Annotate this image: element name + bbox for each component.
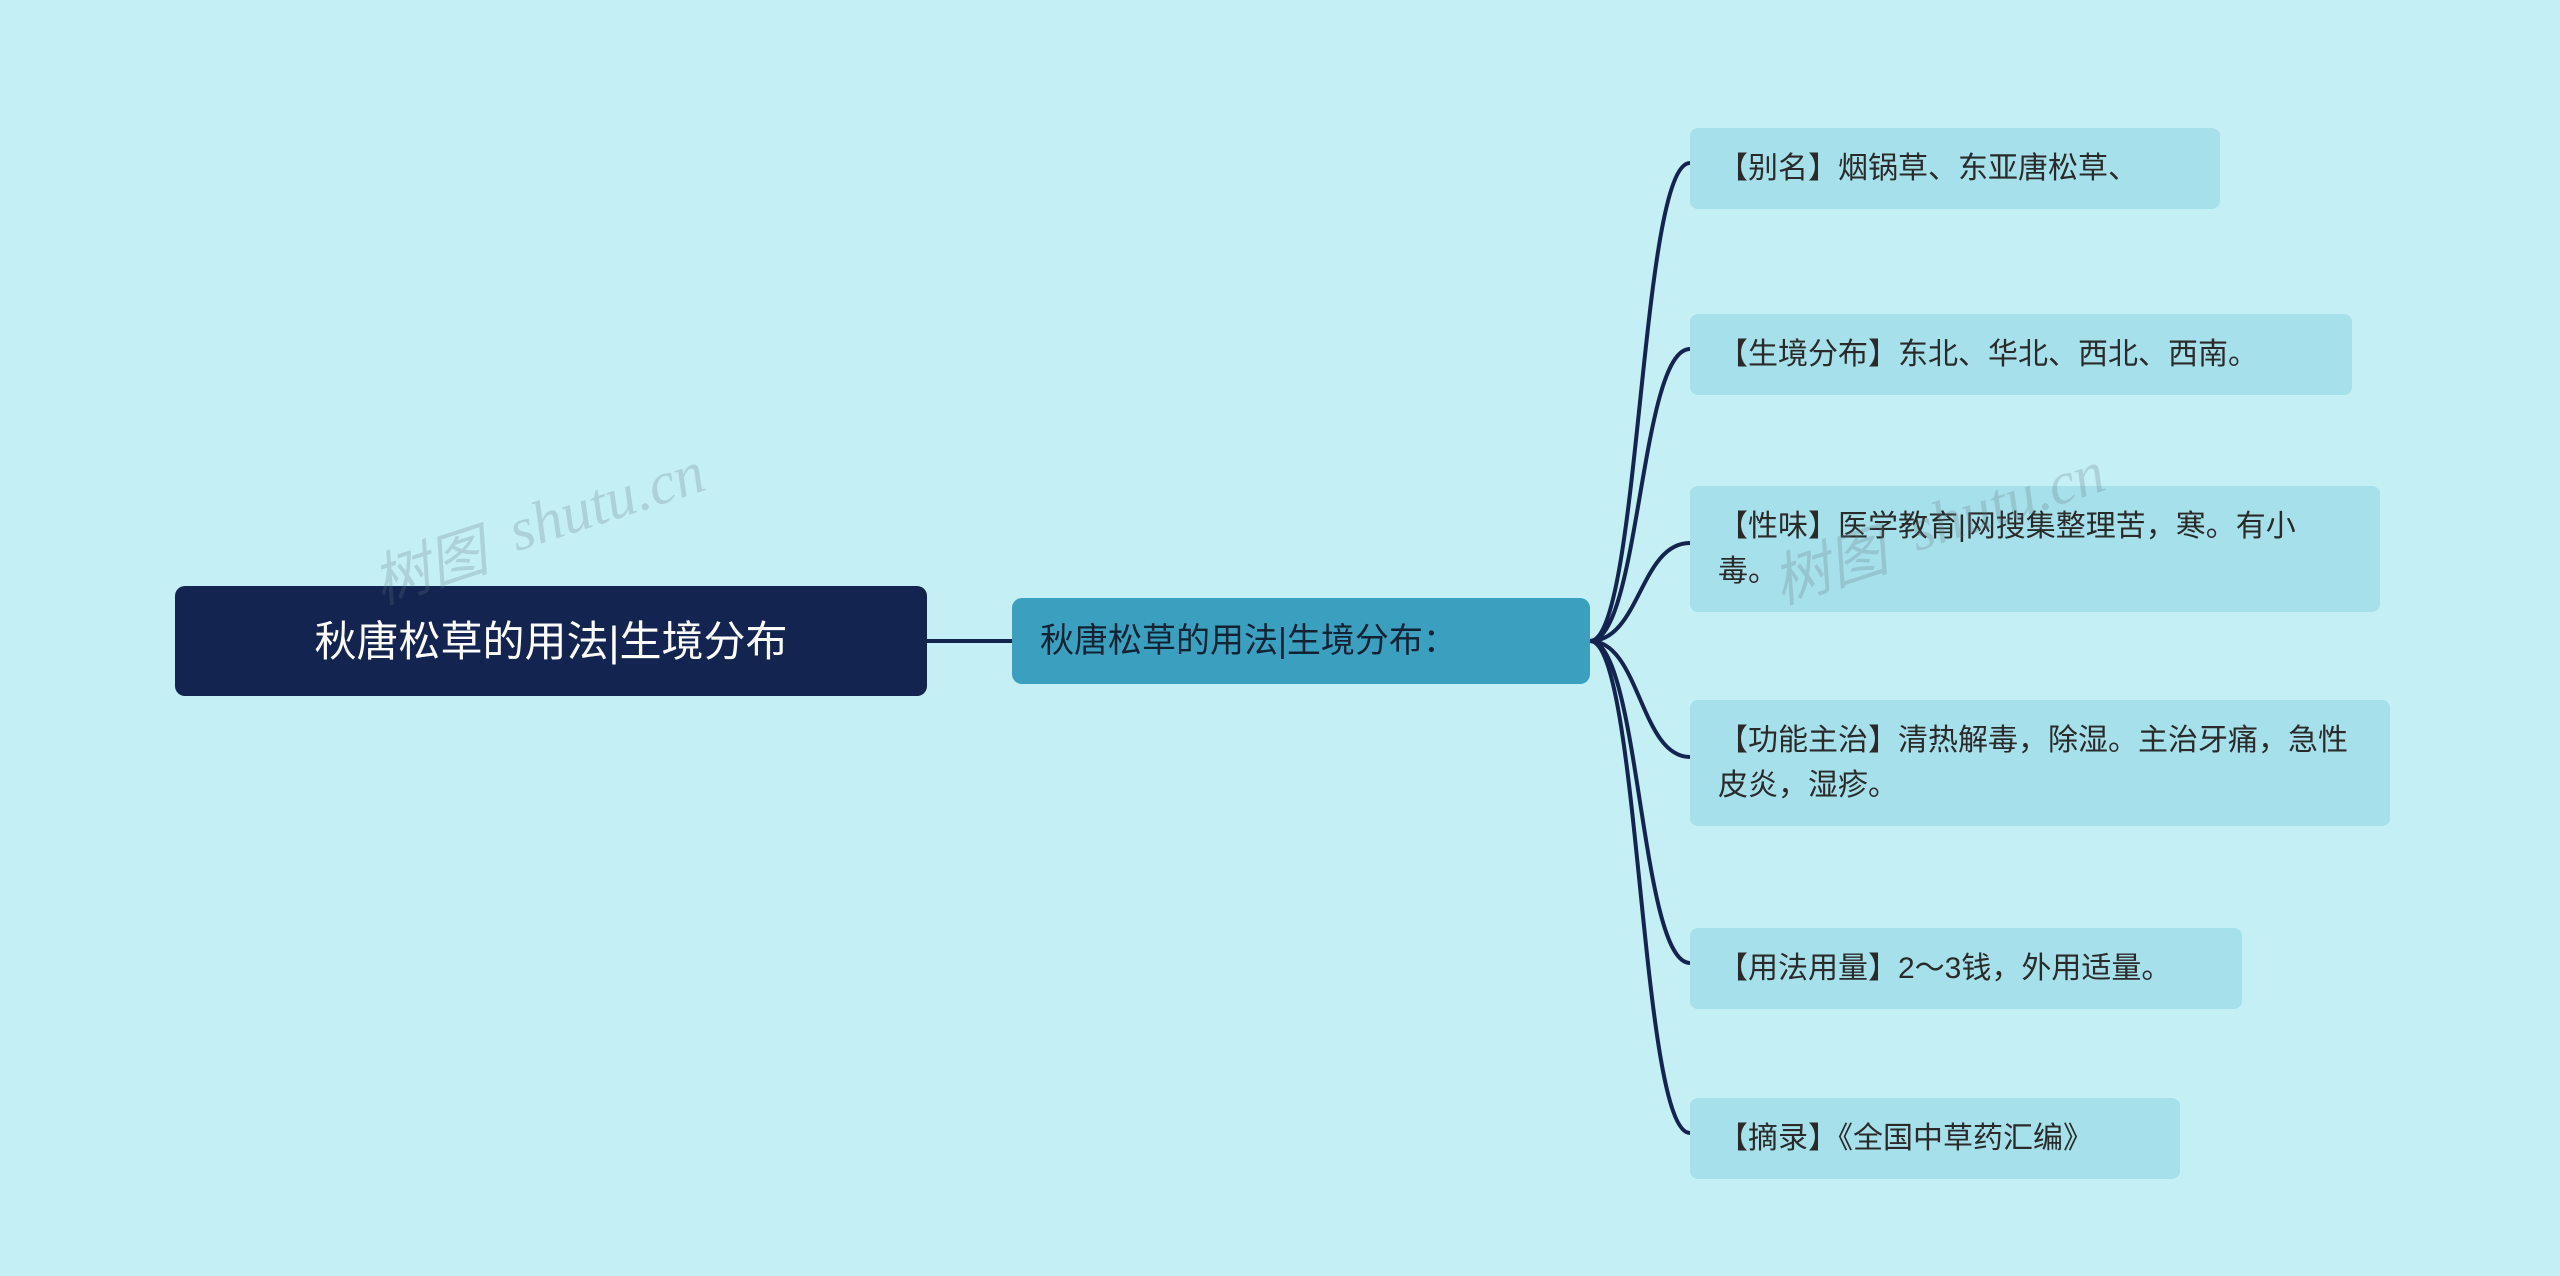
mindmap-canvas: 秋唐松草的用法|生境分布 秋唐松草的用法|生境分布： 【别名】烟锅草、东亚唐松草… bbox=[0, 0, 2560, 1276]
root-label: 秋唐松草的用法|生境分布 bbox=[315, 610, 788, 673]
root-node[interactable]: 秋唐松草的用法|生境分布 bbox=[175, 586, 927, 696]
leaf-label: 【性味】医学教育|网搜集整理苦，寒。有小毒。 bbox=[1718, 504, 2352, 594]
leaf-node-1[interactable]: 【生境分布】东北、华北、西北、西南。 bbox=[1690, 314, 2352, 395]
leaf-node-2[interactable]: 【性味】医学教育|网搜集整理苦，寒。有小毒。 bbox=[1690, 486, 2380, 612]
leaf-node-5[interactable]: 【摘录】《全国中草药汇编》 bbox=[1690, 1098, 2180, 1179]
leaf-node-0[interactable]: 【别名】烟锅草、东亚唐松草、 bbox=[1690, 128, 2220, 209]
leaf-label: 【功能主治】清热解毒，除湿。主治牙痛，急性皮炎，湿疹。 bbox=[1718, 718, 2362, 808]
leaf-label: 【用法用量】2～3钱，外用适量。 bbox=[1718, 946, 2171, 991]
sub-label: 秋唐松草的用法|生境分布： bbox=[1040, 616, 1457, 667]
leaf-label: 【摘录】《全国中草药汇编》 bbox=[1718, 1116, 2093, 1161]
leaf-label: 【别名】烟锅草、东亚唐松草、 bbox=[1718, 146, 2138, 191]
leaf-node-4[interactable]: 【用法用量】2～3钱，外用适量。 bbox=[1690, 928, 2242, 1009]
leaf-node-3[interactable]: 【功能主治】清热解毒，除湿。主治牙痛，急性皮炎，湿疹。 bbox=[1690, 700, 2390, 826]
sub-node[interactable]: 秋唐松草的用法|生境分布： bbox=[1012, 598, 1590, 684]
leaf-label: 【生境分布】东北、华北、西北、西南。 bbox=[1718, 332, 2258, 377]
